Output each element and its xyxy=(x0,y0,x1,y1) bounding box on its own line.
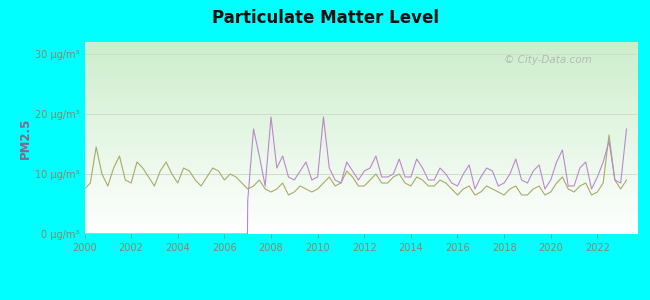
Text: © City-Data.com: © City-Data.com xyxy=(504,56,592,65)
Y-axis label: PM2.5: PM2.5 xyxy=(20,117,32,159)
Text: Particulate Matter Level: Particulate Matter Level xyxy=(211,9,439,27)
